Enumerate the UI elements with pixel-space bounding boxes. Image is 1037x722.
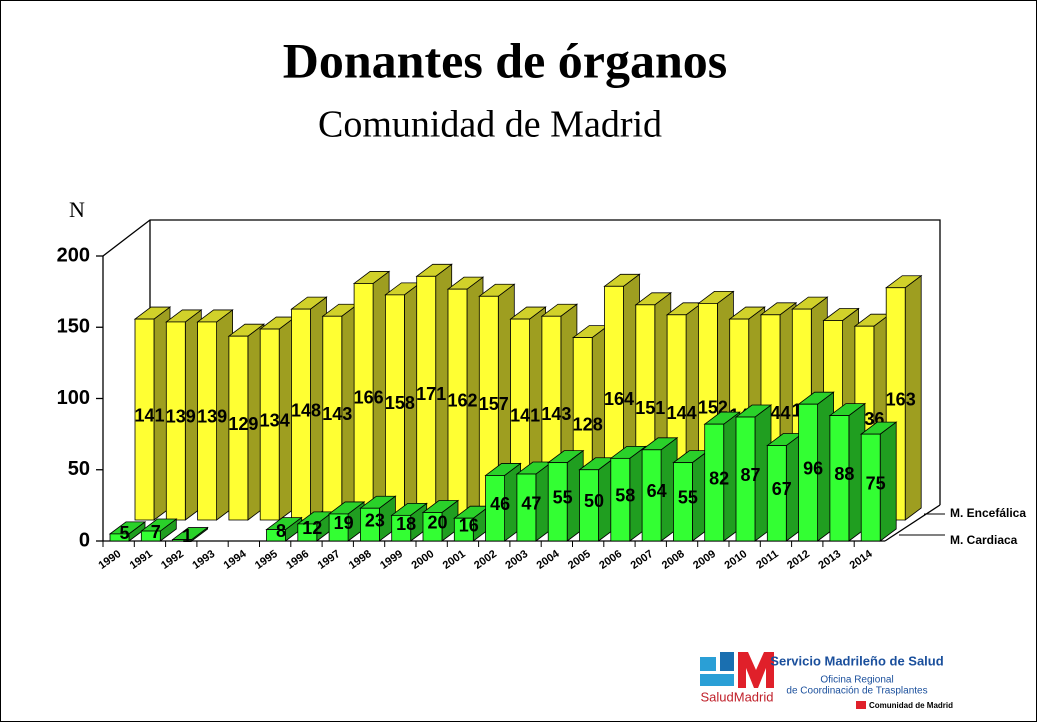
value-label: 88 <box>834 464 854 484</box>
floor-edge <box>884 504 941 542</box>
value-label: 8 <box>276 521 286 541</box>
bar <box>704 423 725 542</box>
logo-community: Comunidad de Madrid <box>869 701 953 710</box>
y-tick-label: 150 <box>57 316 90 338</box>
logo-office: de Coordinación de Trasplantes <box>786 686 927 697</box>
bar <box>109 533 130 542</box>
value-label: 143 <box>322 404 352 424</box>
value-label: 50 <box>584 491 604 511</box>
value-label: 166 <box>354 387 384 407</box>
bar <box>485 475 506 542</box>
bar <box>197 321 218 521</box>
value-label: 19 <box>334 513 354 533</box>
value-label: 141 <box>510 405 540 425</box>
y-tick-label: 200 <box>57 244 90 266</box>
chart-title: Donantes de órganos <box>283 32 727 88</box>
value-label: 12 <box>302 518 322 538</box>
value-label: 96 <box>803 458 823 478</box>
bar <box>134 318 155 521</box>
bar <box>422 512 443 542</box>
bar <box>579 469 599 542</box>
bar <box>259 328 280 521</box>
value-label: 158 <box>385 393 415 413</box>
bar <box>547 462 568 542</box>
value-label: 162 <box>447 390 477 410</box>
bar <box>359 507 380 542</box>
value-label: 151 <box>635 398 665 418</box>
value-label: 1 <box>182 526 192 546</box>
bar <box>453 517 474 542</box>
bar <box>860 433 881 542</box>
value-label: 64 <box>647 481 667 501</box>
legend-label: M. Cardiaca <box>950 533 1018 547</box>
value-label: 144 <box>667 403 697 423</box>
value-label: 164 <box>604 389 634 409</box>
value-label: 163 <box>886 390 916 410</box>
logo: SaludMadrid Servicio Madrileño de Salud … <box>700 652 953 710</box>
value-label: 47 <box>521 493 541 513</box>
value-label: 55 <box>553 488 573 508</box>
logo-office: Oficina Regional <box>820 675 893 686</box>
bar <box>516 473 537 542</box>
chart-subtitle: Comunidad de Madrid <box>318 104 662 146</box>
bar <box>673 462 693 542</box>
value-label: 5 <box>119 523 129 543</box>
value-label: 157 <box>479 394 509 414</box>
bar <box>297 523 318 542</box>
bar <box>798 403 818 542</box>
bar <box>228 335 249 521</box>
bar <box>266 529 286 542</box>
value-label: 18 <box>396 514 416 534</box>
value-label: 55 <box>678 488 698 508</box>
bar <box>391 514 412 542</box>
y-tick-label: 0 <box>79 529 90 551</box>
value-label: 67 <box>772 479 792 499</box>
legend-label: M. Encefálica <box>950 506 1026 520</box>
bar <box>641 449 662 542</box>
value-label: 171 <box>416 384 446 404</box>
value-label: 129 <box>228 414 258 434</box>
y-tick-label: 50 <box>68 458 90 480</box>
value-label: 141 <box>134 405 164 425</box>
bar <box>735 416 756 542</box>
value-label: 139 <box>166 407 196 427</box>
bar <box>766 445 787 542</box>
bar <box>328 513 349 542</box>
value-label: 148 <box>291 400 321 420</box>
logo-service: Servicio Madrileño de Salud <box>770 653 943 668</box>
logo-brand: SaludMadrid <box>701 689 774 704</box>
value-label: 46 <box>490 494 510 514</box>
value-label: 143 <box>541 404 571 424</box>
value-label: 58 <box>615 485 635 505</box>
bar <box>610 457 631 542</box>
bar <box>829 415 850 542</box>
value-label: 134 <box>260 410 290 430</box>
value-label: 82 <box>709 468 729 488</box>
value-label: 128 <box>573 415 603 435</box>
value-label: 7 <box>151 522 161 542</box>
bar <box>172 539 193 542</box>
value-label: 16 <box>459 515 479 535</box>
value-label: 87 <box>740 465 760 485</box>
value-label: 20 <box>427 513 447 533</box>
value-label: 75 <box>866 473 886 493</box>
back-wall <box>102 219 941 505</box>
bar <box>140 530 161 542</box>
y-axis-label: N <box>69 197 85 222</box>
y-tick-label: 100 <box>57 387 90 409</box>
value-label: 23 <box>365 510 385 530</box>
value-label: 139 <box>197 407 227 427</box>
